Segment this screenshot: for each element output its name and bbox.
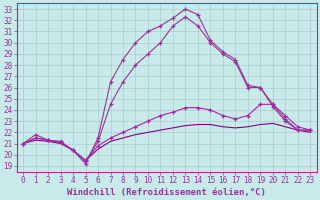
X-axis label: Windchill (Refroidissement éolien,°C): Windchill (Refroidissement éolien,°C): [67, 188, 266, 197]
